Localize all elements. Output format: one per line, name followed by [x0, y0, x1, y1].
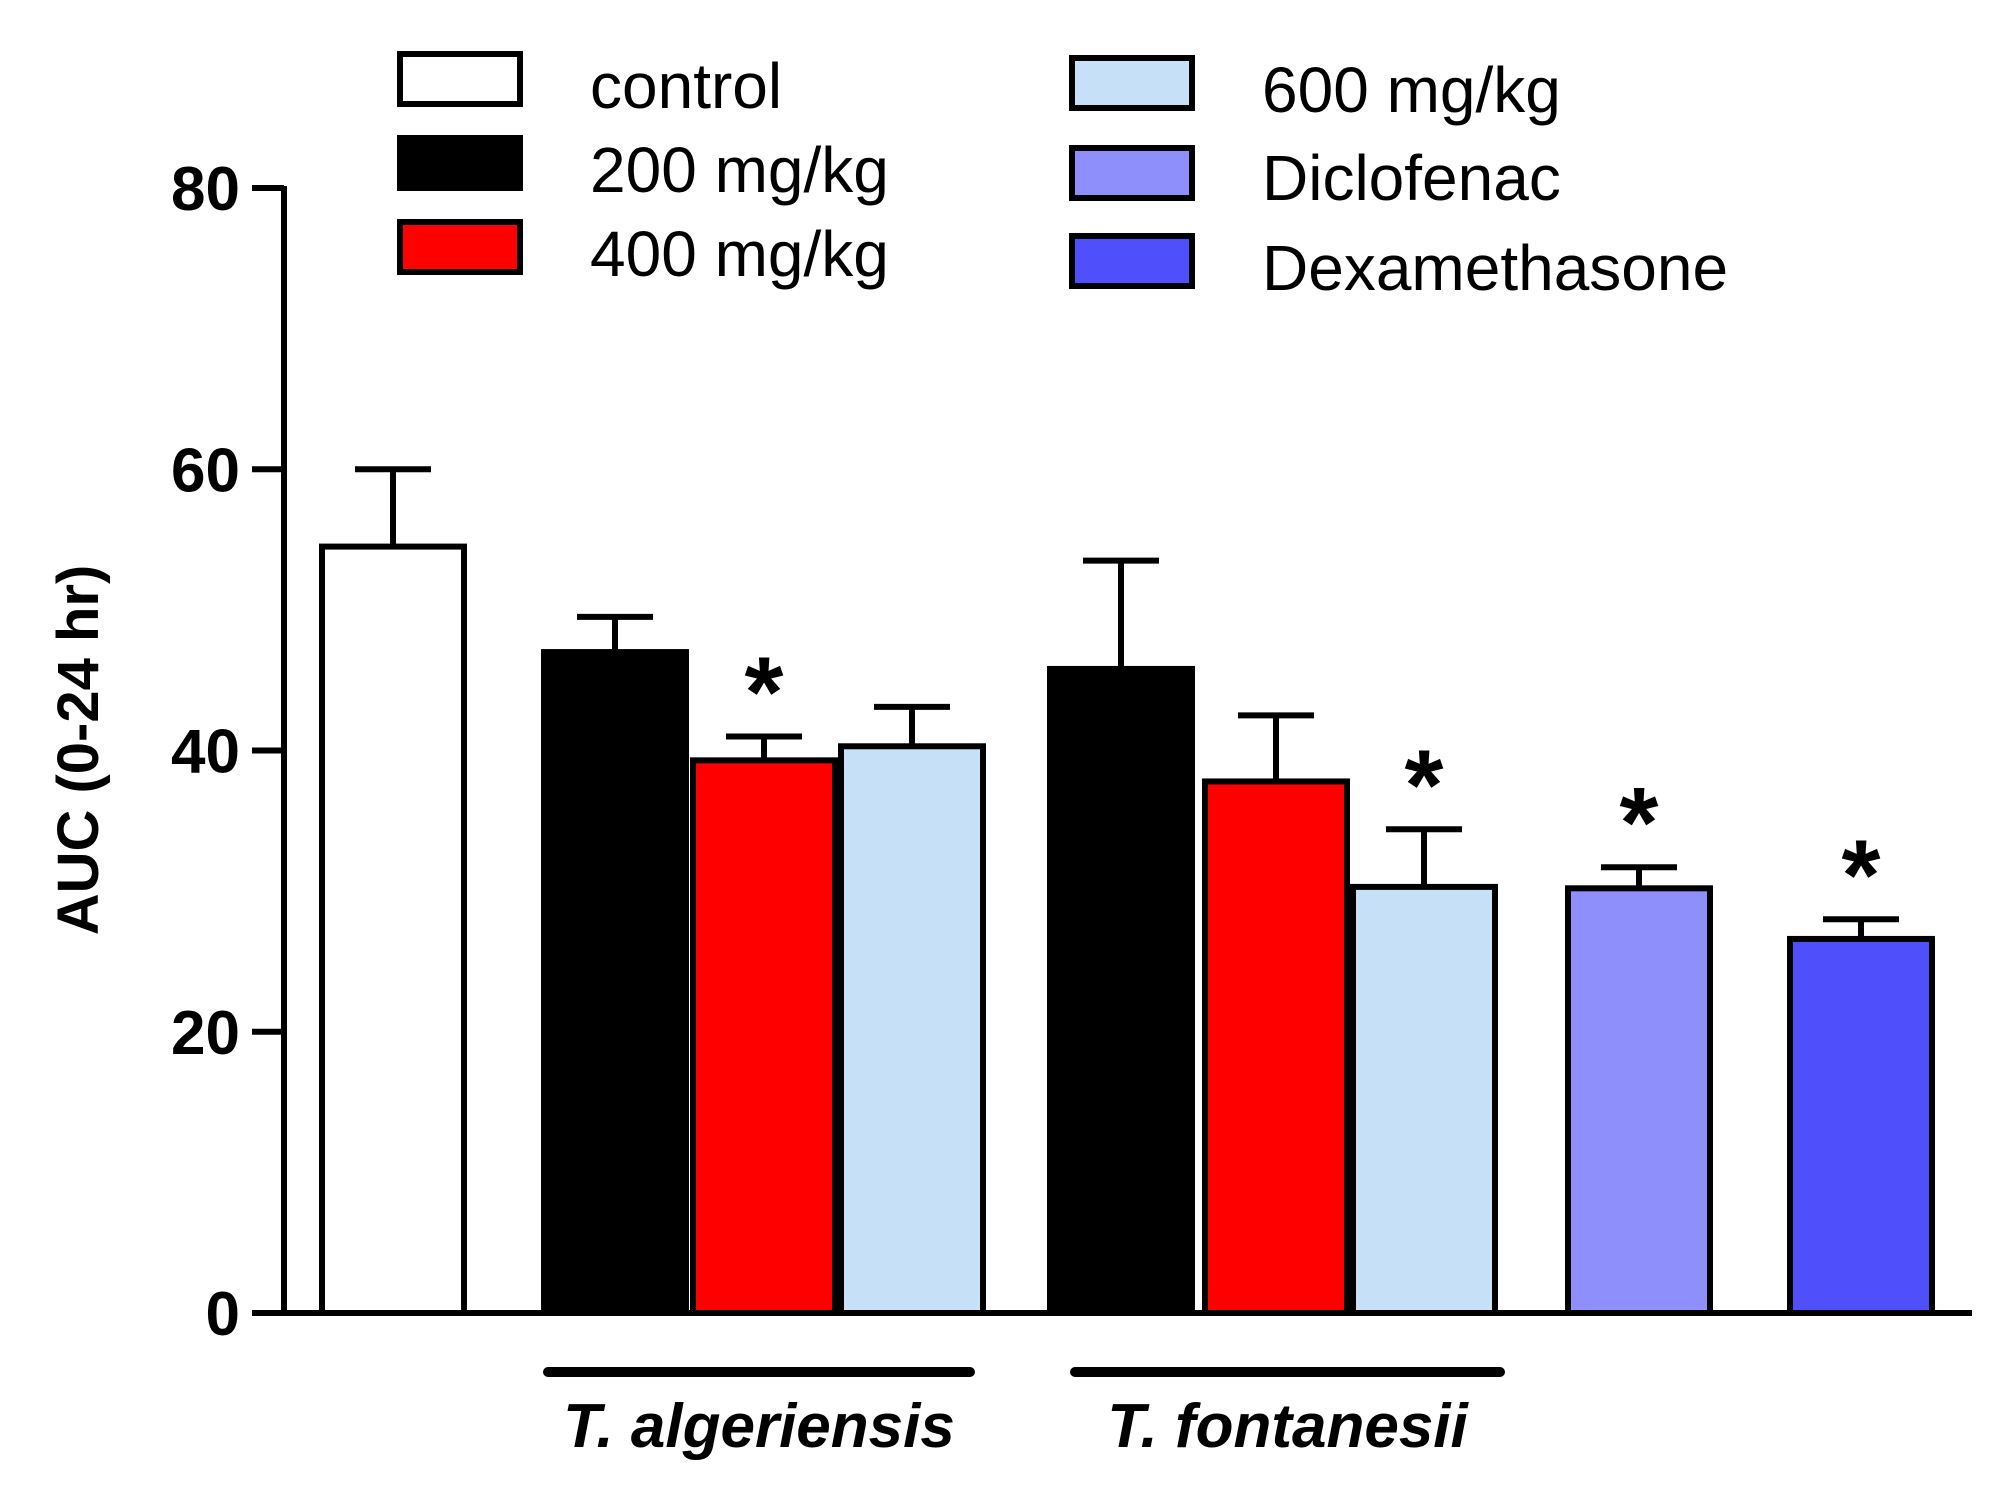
y-tick-label: 40	[171, 718, 240, 787]
bar	[690, 757, 838, 1316]
significance-star: *	[1620, 767, 1659, 879]
legend-label: 200 mg/kg	[590, 134, 889, 206]
group-label: T. algeriensis	[563, 1392, 955, 1461]
significance-star: *	[1405, 729, 1444, 841]
bar	[541, 649, 689, 1316]
legend-swatch	[397, 135, 523, 191]
group-labels: T. algeriensis T. fontanesii	[543, 1367, 1505, 1461]
legend-swatch	[1069, 233, 1195, 289]
bars: * * * *	[319, 466, 1935, 1316]
legend-swatch	[397, 219, 523, 275]
bar	[319, 543, 467, 1316]
y-axis-title: AUC (0-24 hr)	[46, 565, 111, 936]
axes: 0 20 40 60 80	[171, 155, 1972, 1349]
legend-label: 600 mg/kg	[1262, 54, 1561, 126]
legend-label: Diclofenac	[1262, 142, 1561, 214]
bar	[1565, 885, 1713, 1316]
bar	[1047, 665, 1195, 1316]
significance-star: *	[745, 636, 784, 748]
y-tick-label: 0	[206, 1280, 240, 1349]
bar	[1787, 935, 1935, 1316]
y-tick-label: 60	[171, 436, 240, 505]
bar	[838, 743, 986, 1316]
legend-label: 400 mg/kg	[590, 218, 889, 290]
y-tick-label: 80	[171, 155, 240, 224]
bar	[1350, 883, 1498, 1316]
significance-star: *	[1842, 819, 1881, 931]
y-tick-label: 20	[171, 999, 240, 1068]
legend-label: control	[590, 50, 782, 122]
legend-swatch	[397, 51, 523, 107]
legend-swatch	[1069, 145, 1195, 201]
legend: control 200 mg/kg 400 mg/kg 600 mg/kg Diclof…	[397, 50, 1728, 304]
group-label: T. fontanesii	[1107, 1392, 1469, 1461]
legend-label: Dexamethasone	[1262, 232, 1728, 304]
bar	[1202, 778, 1350, 1316]
legend-swatch	[1069, 55, 1195, 111]
